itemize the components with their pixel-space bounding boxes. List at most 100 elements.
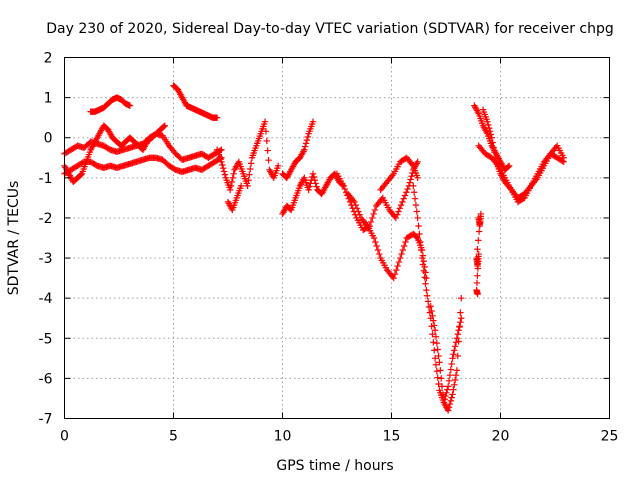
data-point-dense xyxy=(306,183,313,190)
data-point-dense xyxy=(475,258,482,265)
data-point-dense xyxy=(420,267,427,275)
data-point xyxy=(244,182,251,190)
y-tick-label: -2 xyxy=(39,211,53,227)
x-tick-label: 25 xyxy=(601,429,619,445)
data-point-dense xyxy=(438,375,445,382)
data-point-dense xyxy=(413,208,420,215)
data-point-dense xyxy=(422,280,429,287)
data-point-dense xyxy=(352,201,359,209)
series-arc-c xyxy=(61,122,168,186)
series-arc-r xyxy=(473,210,485,298)
data-point-dense xyxy=(451,343,459,350)
data-point-dense xyxy=(312,180,319,187)
data-point-dense xyxy=(391,270,399,278)
data-point-dense xyxy=(454,331,461,338)
data-point-dense xyxy=(395,208,402,215)
data-point-dense xyxy=(400,242,408,250)
plot-frame xyxy=(64,57,610,419)
data-point-dense xyxy=(247,160,255,167)
data-point-dense xyxy=(402,238,409,246)
data-point-dense xyxy=(474,265,482,272)
data-point xyxy=(488,134,495,141)
y-tick-label: -4 xyxy=(39,291,53,307)
data-point-dense xyxy=(397,201,405,209)
y-tick-label: -7 xyxy=(39,412,53,428)
data-point xyxy=(213,114,221,121)
grid-lines xyxy=(64,57,610,419)
data-markers xyxy=(61,82,567,414)
data-point-dense xyxy=(447,366,454,373)
data-point-dense xyxy=(446,371,454,379)
data-point-dense xyxy=(490,144,497,151)
data-point xyxy=(453,335,461,342)
data-point-dense xyxy=(454,352,461,360)
data-point-dense xyxy=(413,233,420,241)
data-point-dense xyxy=(220,168,228,175)
data-point-dense xyxy=(457,319,464,326)
series-arc-f xyxy=(213,118,282,194)
data-point-dense xyxy=(311,177,318,184)
data-point-dense xyxy=(476,219,484,226)
y-axis-ticks: -7 -6 -5 -4 -3 -2 -1 0 1 2 xyxy=(39,51,610,428)
data-point-dense xyxy=(415,222,422,230)
data-point xyxy=(397,254,404,262)
data-point-dense xyxy=(428,307,435,315)
data-point-dense xyxy=(401,192,409,199)
data-point-dense xyxy=(408,173,415,180)
data-point xyxy=(453,367,461,374)
data-point-dense xyxy=(400,195,407,202)
data-point xyxy=(431,327,439,334)
data-point-dense xyxy=(229,174,236,182)
data-point xyxy=(444,383,452,390)
data-point-dense xyxy=(559,157,566,165)
data-point xyxy=(506,162,513,169)
series-arc-g xyxy=(224,182,245,214)
data-point-dense xyxy=(411,195,419,202)
data-point-dense xyxy=(424,298,432,305)
data-point xyxy=(392,214,400,222)
data-point-dense xyxy=(393,211,401,218)
data-point-dense xyxy=(433,367,441,375)
data-point-dense xyxy=(219,161,226,169)
data-point xyxy=(340,182,347,190)
data-point-dense xyxy=(444,386,451,393)
data-point xyxy=(161,122,168,129)
data-point-dense xyxy=(356,211,363,218)
data-point-dense xyxy=(407,176,414,183)
x-tick-label: 20 xyxy=(492,429,510,445)
data-point-dense xyxy=(429,331,436,338)
y-tick-label: 2 xyxy=(44,51,53,67)
data-point xyxy=(414,214,421,222)
data-point-dense xyxy=(431,347,438,354)
data-point-dense xyxy=(355,208,362,215)
data-point-dense xyxy=(437,367,444,374)
data-point xyxy=(458,315,465,322)
data-point-dense xyxy=(475,228,483,235)
data-point xyxy=(436,359,443,366)
series-arc-j xyxy=(333,158,421,234)
data-point-dense xyxy=(489,139,496,146)
data-point xyxy=(414,158,421,165)
data-point xyxy=(444,407,452,414)
data-point-dense xyxy=(455,327,462,334)
data-point-dense xyxy=(432,333,440,340)
data-point-dense xyxy=(447,397,454,405)
data-point-dense xyxy=(435,380,442,388)
x-tick-label: 15 xyxy=(383,429,401,445)
data-point xyxy=(449,355,456,362)
data-point-dense xyxy=(227,182,235,190)
data-point xyxy=(226,186,234,194)
data-point-dense xyxy=(376,250,383,258)
data-point-dense xyxy=(420,258,427,265)
data-point-dense xyxy=(228,178,236,186)
data-point-dense xyxy=(301,143,309,150)
data-point-dense xyxy=(406,179,414,186)
data-point-dense xyxy=(433,339,441,347)
data-point-dense xyxy=(432,361,440,368)
data-point xyxy=(399,198,406,206)
x-tick-label: 10 xyxy=(274,429,292,445)
data-point-dense xyxy=(456,323,463,331)
x-tick-label: 5 xyxy=(169,429,178,445)
data-point-dense xyxy=(412,201,420,209)
